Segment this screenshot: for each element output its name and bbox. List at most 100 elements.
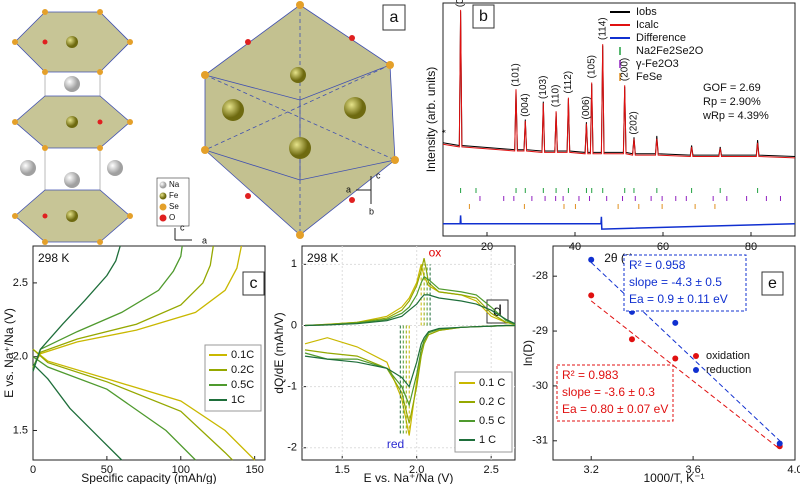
charge-curve [32,245,121,372]
point [672,355,679,362]
axis-letter: a [202,235,207,245]
peak-label: (114) [597,17,608,40]
panel-label: c [250,275,258,292]
x-tick-label: 50 [101,464,113,476]
x-tick-label: 80 [745,241,757,253]
y-axis-label: ln(D) [521,340,535,366]
plot-frame [301,245,516,461]
legend-label: 1C [231,394,245,406]
x-axis-label: 1000/T, K⁻¹ [643,471,704,484]
x-tick-label: 0 [30,464,36,476]
y-tick-label: -2 [287,442,297,454]
peak-label: (101) [511,63,522,86]
x-tick-label: 150 [245,464,263,476]
y-axis-label: E vs. Na⁺/Na (V) [2,308,16,398]
plot-frame [32,245,266,461]
panel-label-box [472,4,495,29]
series-line [442,9,796,159]
panel-label: a [390,9,399,26]
x-axis-label: E vs. Na⁺/Na (V) [364,471,454,484]
x-tick-label: 60 [657,241,669,253]
fit-line [590,262,781,442]
legend-label: Na2Fe2Se2O [636,45,704,57]
peak-label: (105) [586,55,597,78]
charge-curve [32,245,214,368]
fit-note: Ea = 0.9 ± 0.11 eV [629,292,728,306]
plot-frame [552,245,796,461]
y-tick-label: -28 [532,270,548,282]
peak-label: (110) [551,85,562,108]
oxidation-curve [304,258,516,327]
oxidation-curve [304,294,516,327]
axis-letter: b [369,206,374,216]
fit-note: slope = -3.6 ± 0.3 [562,385,655,399]
legend-label: 0.5C [231,379,254,391]
peak-label: (002) [455,0,466,7]
fit-note: R² = 0.958 [629,258,686,272]
panel-label-box [242,271,265,296]
x-tick-label: 20 [481,241,493,253]
legend-marker [693,353,699,359]
legend-label: O [169,213,175,222]
peak-label: * [441,129,452,133]
legend-label: 0.1C [231,349,254,361]
x-tick-label: 40 [569,241,581,253]
y-tick-label: -29 [532,325,548,337]
legend-label: 0.2 C [479,396,505,408]
note-box [556,364,674,422]
legend-label: 0.1 C [479,377,505,389]
legend-label: Icalc [636,19,659,31]
panel-label: d [493,303,502,320]
y-tick-label: 2.5 [13,277,28,289]
oxidation-curve [304,264,516,327]
x-tick-label: 3.2 [584,464,599,476]
annotation: red [387,437,404,451]
fit-note: Ea = 0.80 ± 0.07 eV [562,402,668,416]
legend-label: Na [169,180,180,189]
legend-box [454,371,513,453]
axis-letter: c [180,222,185,232]
axis-letter: a [346,184,351,194]
discharge-curve [32,363,123,461]
legend-label: 1 C [479,434,496,446]
y-axis-label: Intensity (arb. units) [424,67,438,172]
x-tick-label: 4.0 [787,464,800,476]
panel-label: e [768,275,777,292]
point [628,336,635,343]
legend-label: 0.5 C [479,415,505,427]
peak-label: (112) [563,71,574,94]
oxidation-curve [304,275,516,327]
x-tick-label: 1.5 [335,464,350,476]
panel-label-box [761,271,784,296]
y-tick-label: 2.0 [13,351,28,363]
atoms [12,1,399,245]
peak-label: (103) [538,76,549,99]
y-tick-label: 0 [291,319,297,331]
legend-label: Fe [169,191,179,200]
legend-label: Iobs [636,6,657,18]
point [776,440,783,447]
series-line [443,215,796,230]
fit-note: slope = -4.3 ± 0.5 [629,275,722,289]
y-axis-label: dQ/dE (mAh/V) [272,312,286,393]
charge-curve [32,245,243,368]
legend-label: Difference [636,32,686,44]
y-tick-label: -31 [532,435,548,447]
legend-label: oxidation [706,350,750,362]
legend-label: 0.2C [231,364,254,376]
point [672,319,679,326]
y-tick-label: 1 [291,258,297,270]
axis-arrows [174,176,372,241]
legend-label: γ-Fe2O3 [636,58,679,70]
peak-label: (202) [629,111,640,134]
peak-label: (200) [619,58,630,81]
x-tick-label: 100 [172,464,190,476]
note-box [623,254,747,312]
panel-label: b [479,8,488,25]
fit-statistic: GOF = 2.69 [703,82,761,94]
y-tick-label: -1 [287,381,297,393]
fit-note: R² = 0.983 [562,368,619,382]
discharge-curve [32,348,233,461]
plot-frame [442,2,796,237]
